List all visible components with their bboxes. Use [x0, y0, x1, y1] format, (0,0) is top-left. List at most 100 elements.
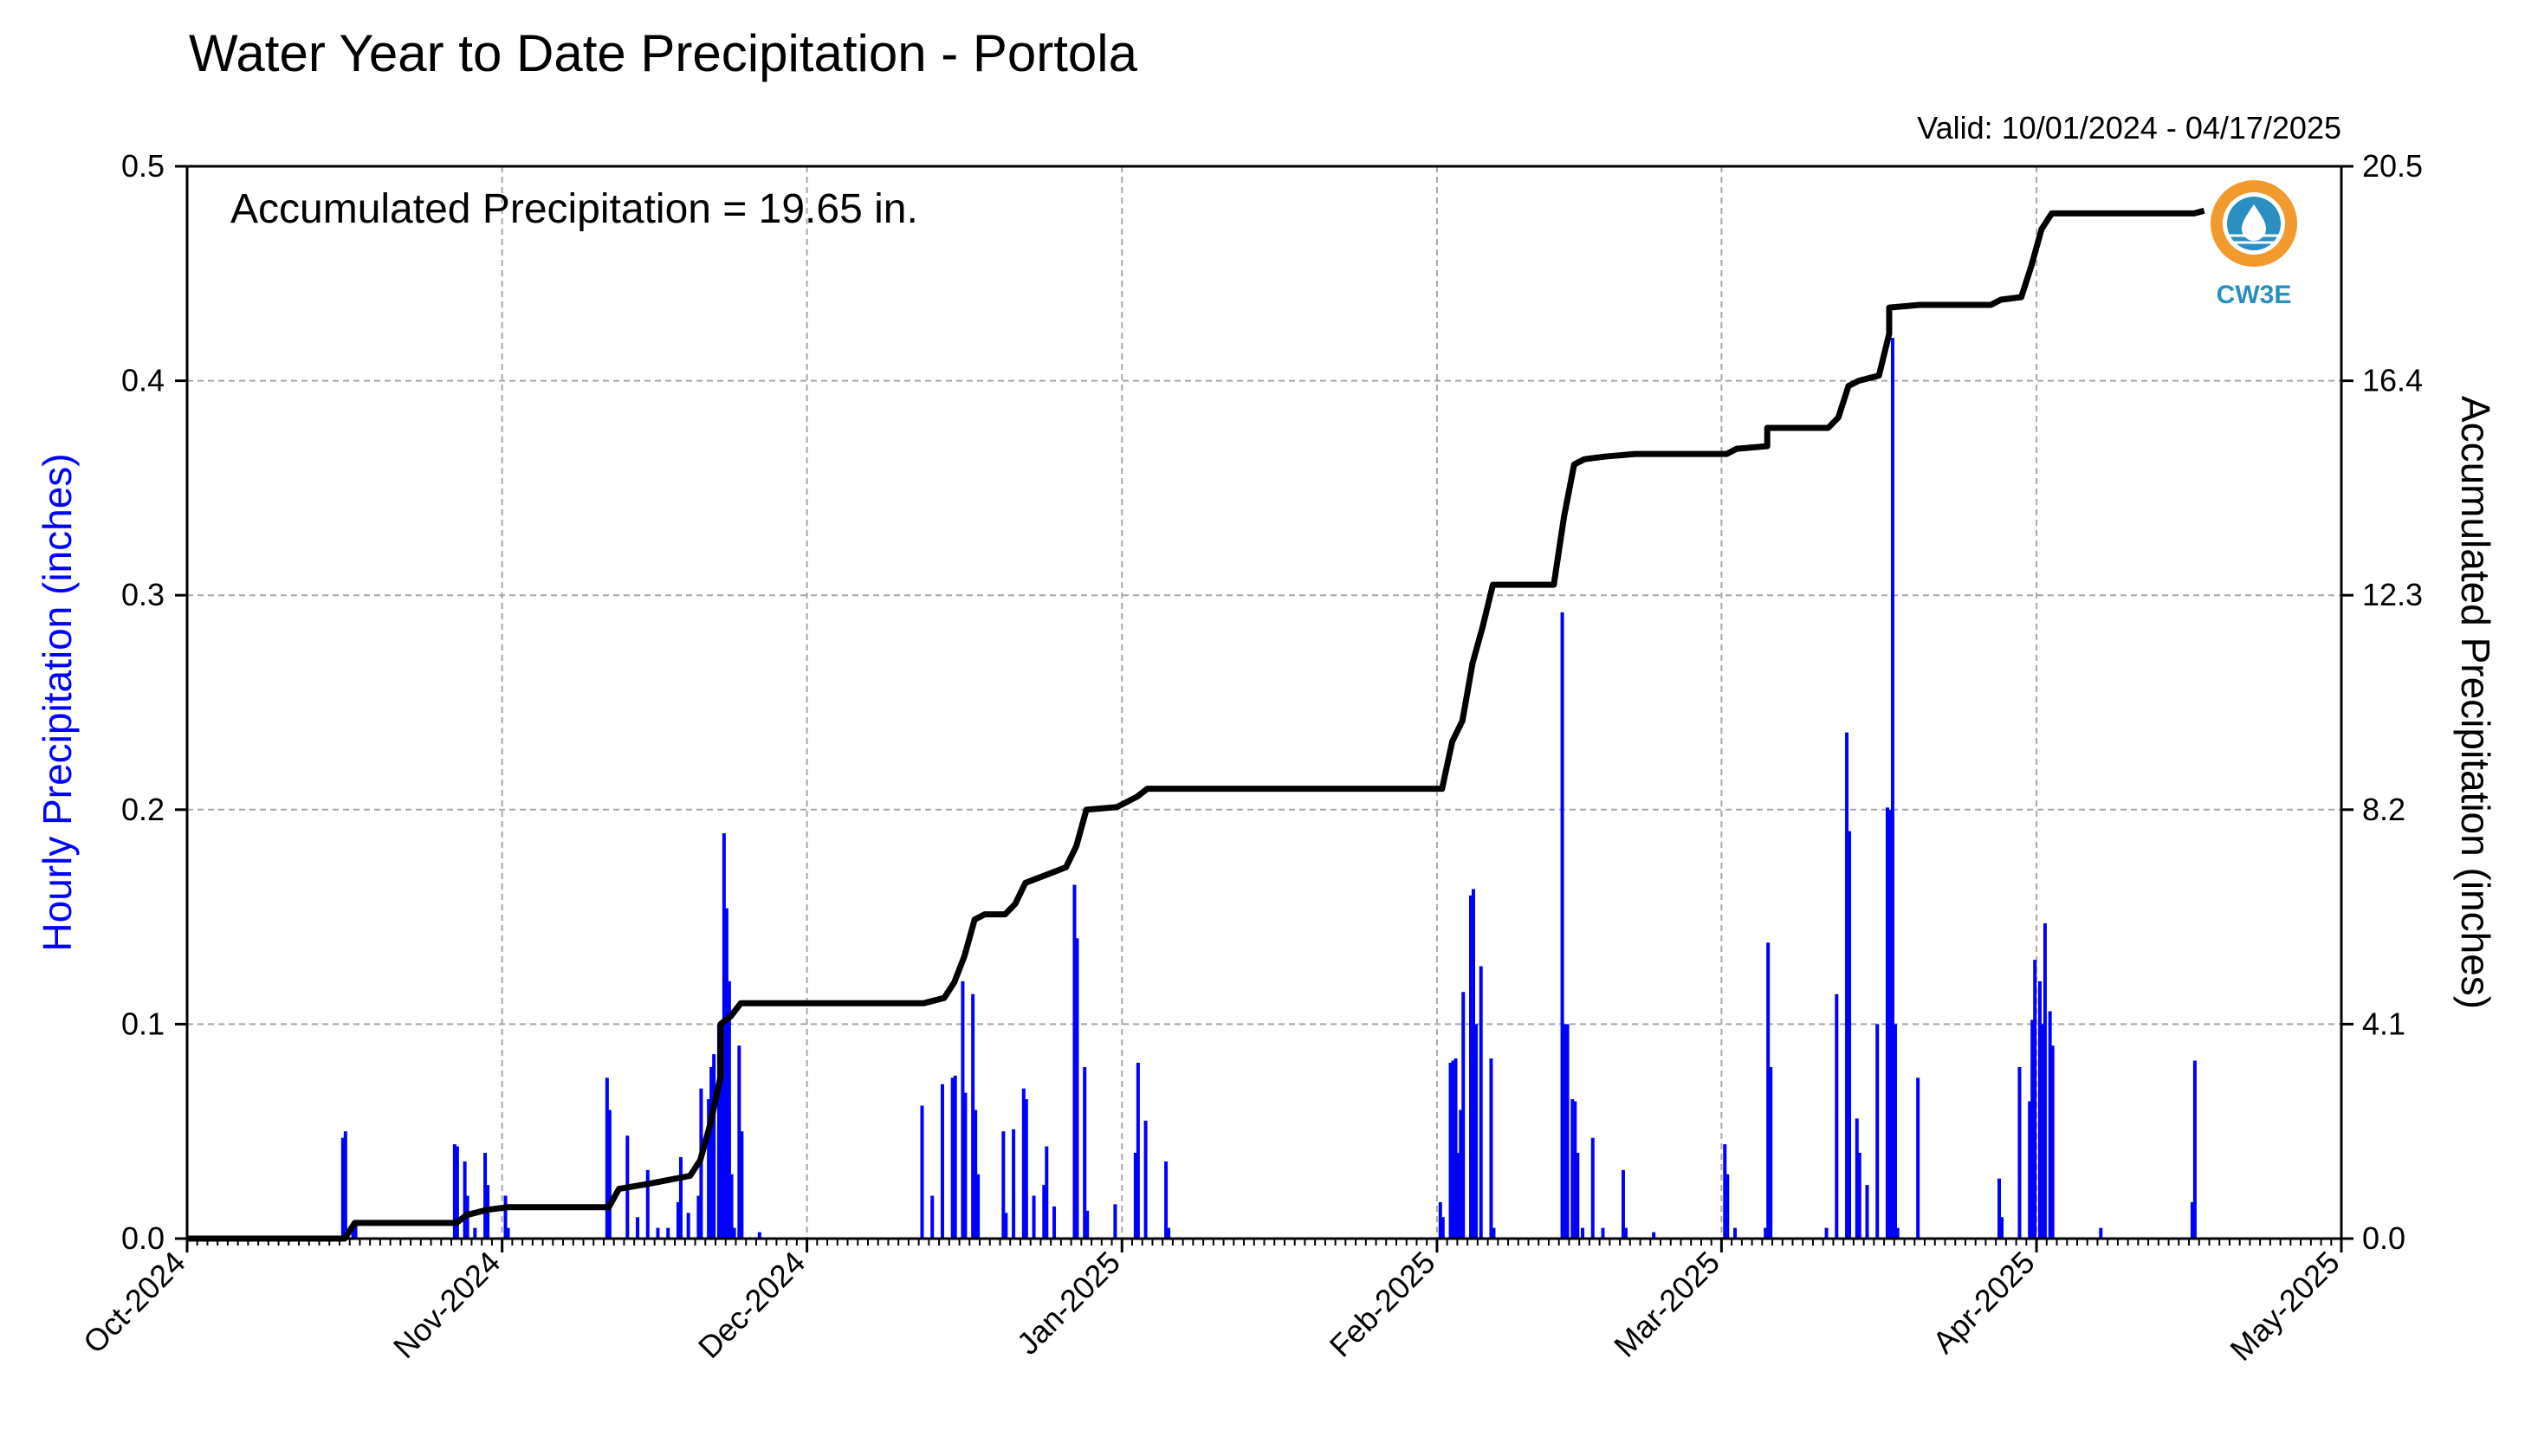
y-tick-label: 0.3	[121, 577, 165, 612]
precip-bar	[1136, 1062, 1140, 1239]
x-tick-label: Mar-2025	[1607, 1245, 1726, 1364]
precip-bar	[343, 1131, 347, 1239]
precip-bar	[605, 1077, 609, 1239]
x-tick-label: Nov-2024	[386, 1245, 507, 1365]
logo-waves-icon	[2228, 234, 2280, 244]
chart-title: Water Year to Date Precipitation - Porto…	[189, 24, 1138, 82]
precip-bar	[757, 1232, 761, 1239]
precip-bar	[1621, 1169, 1625, 1239]
precip-bar	[2050, 1045, 2055, 1239]
precip-bar	[455, 1146, 459, 1239]
precip-bar	[1865, 1185, 1869, 1239]
precip-bar	[727, 1110, 731, 1239]
y-axis-label-accumulated: Accumulated Precipitation (inches)	[2453, 396, 2498, 1009]
y-tick-label: 0.4	[121, 363, 165, 398]
x-tick-label: Feb-2025	[1323, 1245, 1442, 1364]
precip-bar	[707, 1099, 711, 1239]
precip-bar	[1732, 1227, 1737, 1239]
precip-bar	[722, 833, 726, 1239]
precip-bar	[1887, 809, 1892, 1239]
precip-bar	[1489, 1058, 1493, 1239]
precip-bar	[940, 1084, 944, 1239]
x-tick-label: May-2025	[2223, 1245, 2346, 1368]
x-tick-label: Apr-2025	[1926, 1245, 2042, 1361]
precip-bar	[1997, 1178, 2002, 1239]
precip-bar	[1885, 807, 1889, 1239]
precip-bar	[1565, 1024, 1570, 1239]
x-tick-label: Jan-2025	[1010, 1245, 1127, 1362]
precip-bar	[1560, 612, 1564, 1239]
precip-bar	[1845, 732, 1849, 1239]
precip-bar	[1083, 1066, 1087, 1239]
precip-bar	[740, 1131, 744, 1239]
precip-bar	[1448, 1062, 1453, 1239]
precip-bar	[2037, 980, 2042, 1239]
precip-bar	[1623, 1227, 1628, 1239]
y2-tick-label: 16.4	[2362, 363, 2423, 398]
precip-bar	[953, 1075, 957, 1239]
precip-bar	[963, 1092, 968, 1239]
precip-bar	[1459, 1110, 1463, 1239]
precip-bar	[1456, 1152, 1460, 1239]
precip-bar	[676, 1201, 680, 1239]
precip-bar	[1601, 1227, 1605, 1239]
precip-bar	[452, 1144, 456, 1239]
precip-bar	[353, 1221, 358, 1239]
precip-bar	[1895, 1227, 1900, 1239]
precip-bar	[1479, 966, 1483, 1239]
precip-bar	[1167, 1227, 1171, 1239]
y-tick-label: 0.1	[121, 1006, 165, 1041]
precip-bar	[961, 980, 965, 1239]
precip-bar	[1492, 1227, 1496, 1239]
logo-drop-icon	[2242, 204, 2266, 241]
precip-bar	[1075, 938, 1079, 1239]
precip-bar	[976, 1174, 981, 1239]
precip-bar	[1143, 1120, 1148, 1239]
precip-bar	[737, 1045, 741, 1239]
precip-bar	[920, 1105, 924, 1239]
precip-bar	[1764, 1227, 1768, 1239]
precip-bar	[1875, 1024, 1880, 1239]
precip-bar	[1855, 1118, 1859, 1239]
axis-ticks: 0.0 0.1 0.2 0.3 0.4 0.5 0.0 4.1 8.2 12.3 16.4 20.5 O…	[76, 148, 2423, 1368]
precip-bar	[1451, 1060, 1455, 1239]
precip-bar	[351, 1227, 355, 1239]
precip-bar	[1916, 1077, 1920, 1239]
precip-bar	[724, 908, 728, 1239]
precip-bar	[1848, 831, 1852, 1239]
precip-bar	[1001, 1131, 1006, 1239]
x-tick-label: Oct-2024	[76, 1245, 192, 1361]
precip-bar	[473, 1227, 477, 1239]
precip-bar	[2043, 923, 2047, 1239]
precip-bar	[1461, 992, 1466, 1239]
precip-bar	[1072, 884, 1077, 1239]
grid-lines	[187, 166, 2341, 1239]
precip-bar	[1042, 1185, 1046, 1239]
precip-bar	[1024, 1099, 1028, 1239]
precip-bar	[2028, 1101, 2032, 1239]
precip-bar	[483, 1152, 488, 1239]
precip-bar	[971, 993, 975, 1239]
precip-bar	[1893, 1024, 1897, 1239]
precip-bar	[930, 1195, 935, 1239]
precip-bar	[1471, 889, 1475, 1239]
precip-bar	[1590, 1137, 1595, 1239]
precip-bar	[636, 1217, 640, 1239]
precip-bar	[1052, 1206, 1057, 1239]
precip-bar	[1766, 942, 1771, 1239]
precip-bar	[463, 1161, 467, 1239]
precip-bar	[696, 1195, 701, 1239]
precip-bar	[1085, 1210, 1090, 1239]
precip-bar	[1570, 1099, 1575, 1239]
x-tick-label: Dec-2024	[691, 1245, 812, 1365]
precip-bar	[1563, 1024, 1567, 1239]
precip-bar	[1113, 1204, 1117, 1239]
precip-bar	[1164, 1161, 1169, 1239]
accumulated-precipitation-line	[187, 207, 2205, 1242]
precip-bar	[1824, 1227, 1829, 1239]
precip-bar	[729, 1174, 734, 1239]
precip-bar	[950, 1077, 955, 1239]
precip-bar	[1576, 1152, 1580, 1239]
y-tick-label: 0.0	[121, 1220, 165, 1256]
precip-bar	[1468, 895, 1473, 1239]
